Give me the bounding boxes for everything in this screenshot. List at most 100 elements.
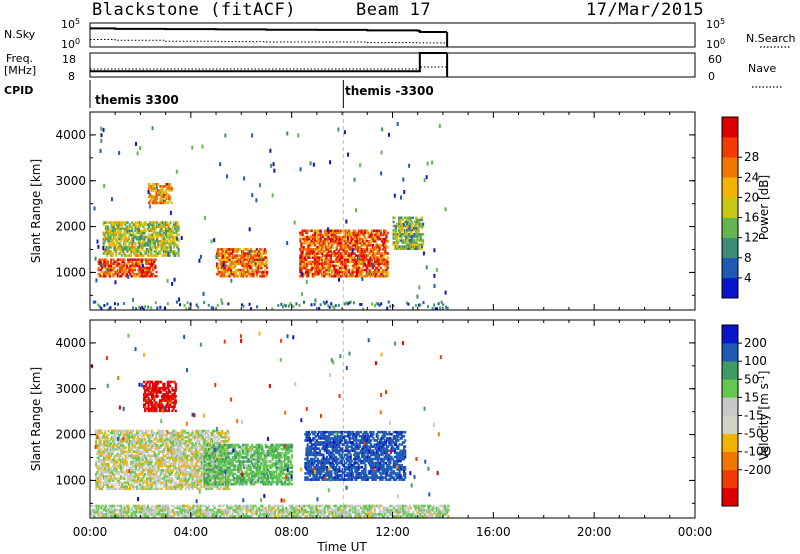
- echo-cell: [338, 248, 342, 251]
- echo-cell: [302, 272, 305, 276]
- echo-cell: [149, 403, 152, 406]
- echo-cell: [383, 241, 386, 245]
- echo-cell: [207, 466, 210, 470]
- sparse-echo: [118, 151, 121, 156]
- echo-cell: [146, 479, 149, 482]
- echo-cell: [133, 481, 136, 484]
- echo-cell: [159, 483, 162, 486]
- echo-cell: [151, 221, 154, 224]
- echo-cell: [126, 475, 130, 478]
- echo-cell: [219, 444, 223, 447]
- echo-cell: [104, 458, 107, 462]
- echo-cell: [149, 456, 152, 460]
- echo-cell: [247, 272, 251, 276]
- echo-cell: [374, 268, 377, 272]
- echo-cell: [150, 435, 153, 439]
- echo-cell: [383, 260, 386, 264]
- echo-cell: [216, 442, 219, 445]
- echo-cell: [133, 272, 137, 276]
- echo-cell: [172, 239, 176, 243]
- echo-cell: [316, 235, 319, 239]
- echo-cell: [148, 380, 151, 384]
- echo-cell: [134, 221, 137, 224]
- echo-cell: [138, 274, 141, 278]
- echo-cell: [102, 221, 105, 224]
- echo-cell: [113, 244, 117, 247]
- echo-cell: [112, 479, 115, 482]
- echo-cell: [360, 262, 363, 266]
- echo-cell: [213, 440, 216, 443]
- echo-cell: [353, 270, 356, 274]
- echo-cell: [100, 468, 103, 472]
- colorbar-label: Power [dB]: [757, 175, 771, 240]
- echo-cell: [147, 435, 150, 439]
- echo-cell: [115, 270, 118, 274]
- echo-cell: [104, 264, 107, 268]
- echo-cell: [329, 256, 333, 259]
- echo-cell: [115, 231, 118, 235]
- echo-cell: [376, 244, 379, 247]
- echo-cell: [313, 264, 317, 268]
- echo-cell: [164, 458, 167, 462]
- echo-cell: [140, 231, 143, 235]
- echo-cell: [112, 262, 115, 266]
- echo-cell: [130, 264, 133, 268]
- echo-cell: [154, 479, 157, 482]
- echo-cell: [134, 241, 137, 245]
- echo-cell: [131, 475, 134, 478]
- echo-cell: [414, 224, 417, 228]
- echo-cell: [96, 481, 99, 484]
- echo-cell: [144, 270, 147, 274]
- echo-cell: [223, 448, 226, 451]
- sparse-echo: [220, 298, 223, 303]
- echo-cell: [355, 268, 359, 272]
- echo-cell: [115, 454, 118, 458]
- echo-cell: [194, 444, 198, 447]
- echo-cell: [159, 431, 162, 435]
- echo-cell: [144, 442, 148, 445]
- echo-cell: [103, 264, 106, 268]
- echo-cell: [141, 235, 144, 239]
- echo-cell: [126, 225, 129, 228]
- ground-echo-cell: [240, 303, 243, 307]
- echo-cell: [326, 237, 329, 241]
- ground-echo-cell: [283, 303, 286, 307]
- echo-cell: [173, 458, 176, 462]
- echo-cell: [300, 252, 303, 255]
- echo-cell: [402, 245, 405, 248]
- ground-echo-cell: [343, 302, 346, 306]
- echo-cell: [154, 438, 157, 441]
- echo-cell: [116, 460, 119, 464]
- echo-cell: [341, 256, 344, 259]
- echo-cell: [351, 237, 354, 241]
- echo-cell: [367, 241, 370, 245]
- echo-cell: [102, 481, 106, 484]
- echo-cell: [118, 442, 122, 445]
- echo-cell: [182, 462, 185, 466]
- echo-cell: [308, 256, 311, 259]
- echo-cell: [122, 258, 125, 261]
- echo-cell: [181, 485, 184, 489]
- echo-cell: [312, 239, 316, 243]
- echo-cell: [112, 235, 116, 239]
- echo-cell: [410, 224, 413, 228]
- echo-cell: [323, 266, 326, 270]
- echo-cell: [168, 223, 171, 226]
- echo-cell: [185, 462, 188, 466]
- echo-cell: [383, 258, 386, 261]
- echo-cell: [180, 452, 183, 456]
- echo-cell: [237, 248, 240, 251]
- echo-cell: [104, 274, 107, 278]
- echo-cell: [219, 260, 222, 264]
- echo-cell: [150, 429, 153, 433]
- echo-cell: [338, 246, 342, 249]
- echo-cell: [375, 246, 378, 249]
- echo-cell: [141, 452, 144, 456]
- echo-cell: [116, 223, 119, 226]
- echo-cell: [334, 237, 337, 241]
- echo-cell: [100, 444, 103, 447]
- echo-cell: [152, 483, 156, 486]
- sparse-echo: [433, 283, 436, 288]
- echo-cell: [417, 233, 420, 236]
- sparse-echo: [219, 162, 222, 167]
